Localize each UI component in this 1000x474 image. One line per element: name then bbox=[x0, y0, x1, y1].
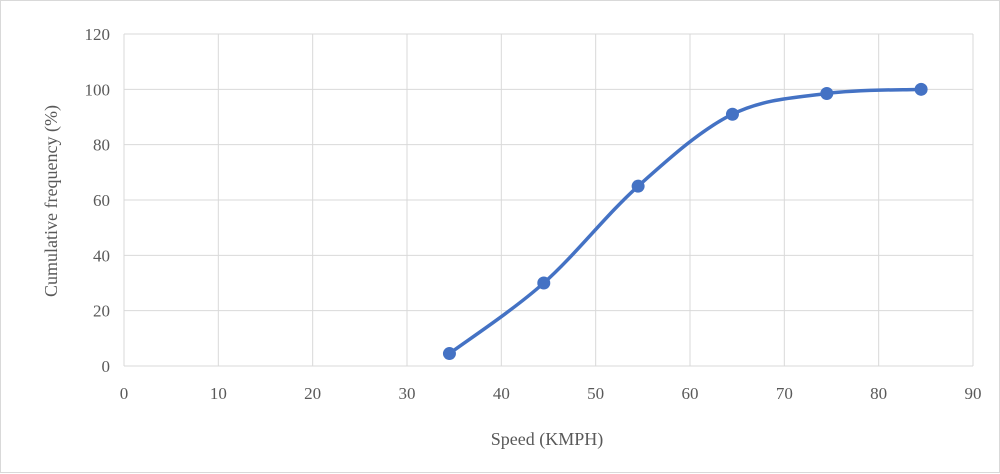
gridlines bbox=[123, 33, 974, 367]
x-tick-label: 50 bbox=[587, 384, 604, 403]
x-tick-label: 60 bbox=[682, 384, 699, 403]
x-tick-label: 10 bbox=[210, 384, 227, 403]
series-line-0 bbox=[447, 87, 923, 356]
y-axis-ticks: 0 20 40 60 80 100 120 bbox=[85, 25, 111, 376]
data-point bbox=[914, 82, 928, 96]
x-tick-label: 20 bbox=[304, 384, 321, 403]
y-tick-label: 120 bbox=[85, 25, 111, 44]
x-tick-label: 90 bbox=[965, 384, 982, 403]
data-point bbox=[820, 86, 834, 100]
series-layer bbox=[442, 82, 928, 361]
y-tick-label: 100 bbox=[85, 80, 111, 99]
data-point bbox=[725, 107, 739, 121]
y-axis-title: Cumulative frequency (%) bbox=[41, 105, 62, 297]
y-tick-label: 80 bbox=[93, 136, 110, 155]
data-point bbox=[631, 179, 645, 193]
x-tick-label: 40 bbox=[493, 384, 510, 403]
y-tick-label: 20 bbox=[93, 302, 110, 321]
x-axis-ticks: 0 10 20 30 40 50 60 70 80 90 bbox=[120, 384, 982, 403]
data-point bbox=[442, 347, 456, 361]
x-tick-label: 70 bbox=[776, 384, 793, 403]
y-tick-label: 40 bbox=[93, 246, 110, 265]
y-tick-label: 0 bbox=[102, 357, 111, 376]
data-point bbox=[537, 276, 551, 290]
x-axis-title: Speed (KMPH) bbox=[491, 429, 604, 450]
y-tick-label: 60 bbox=[93, 191, 110, 210]
x-tick-label: 80 bbox=[870, 384, 887, 403]
x-tick-label: 30 bbox=[399, 384, 416, 403]
x-tick-label: 0 bbox=[120, 384, 129, 403]
